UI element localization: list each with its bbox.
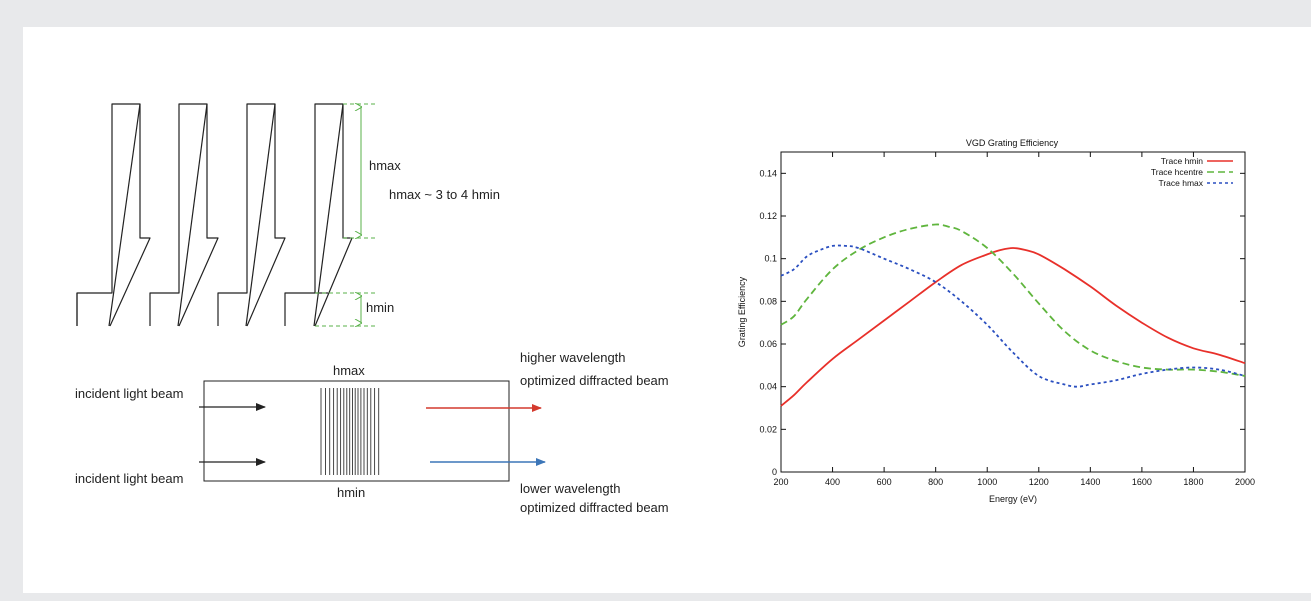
series-lines [780, 223, 1246, 407]
legend-label: Trace hcentre [1151, 167, 1203, 177]
grating-tooth-2 [149, 103, 219, 327]
x-tick-label: 200 [773, 477, 788, 487]
x-axis-label: Energy (eV) [989, 494, 1037, 504]
beam-diffraction-diagram: hmax hmin incident light beam incident l… [75, 350, 669, 515]
x-tick-label: 400 [825, 477, 840, 487]
figure-canvas: hmax hmax ~ 3 to 4 hmin hmin hmax hmin i… [75, 27, 1255, 515]
ratio-label: hmax ~ 3 to 4 hmin [389, 187, 500, 202]
x-tick-label: 1800 [1183, 477, 1203, 487]
dimension-markers [315, 104, 375, 326]
legend-label: Trace hmin [1161, 156, 1203, 166]
grating-tooth-1 [76, 103, 151, 327]
y-tick-label: 0.12 [759, 211, 777, 221]
hmin-dimension-label: hmin [366, 300, 394, 315]
y-axis-ticks: 0 0.02 0.04 0.06 0.08 0.1 0.12 0.14 [759, 168, 1245, 477]
x-tick-label: 1200 [1029, 477, 1049, 487]
higher-wavelength-label-line2: optimized diffracted beam [520, 373, 669, 388]
series-line-trace-hmax [780, 244, 1246, 388]
efficiency-chart: VGD Grating Efficiency 0 0.02 0.04 0.06 0.08… [737, 138, 1255, 504]
y-tick-label: 0.06 [759, 339, 777, 349]
legend-label: Trace hmax [1158, 178, 1203, 188]
chart-title: VGD Grating Efficiency [966, 138, 1059, 148]
lower-wavelength-label-line1: lower wavelength [520, 481, 620, 496]
x-tick-label: 800 [928, 477, 943, 487]
x-tick-label: 1400 [1080, 477, 1100, 487]
grating-teeth [76, 103, 353, 327]
y-tick-label: 0.02 [759, 424, 777, 434]
grating-box [203, 380, 510, 482]
x-tick-label: 600 [877, 477, 892, 487]
y-tick-label: 0.14 [759, 168, 777, 178]
hmax-box-label: hmax [333, 363, 365, 378]
lower-wavelength-label-line2: optimized diffracted beam [520, 500, 669, 515]
hmax-dimension-label: hmax [369, 158, 401, 173]
series-line-trace-hmin [780, 247, 1246, 407]
series-line-trace-hcentre [780, 223, 1246, 377]
grating-profile-diagram: hmax hmax ~ 3 to 4 hmin hmin [76, 103, 500, 327]
incident-beam-label-bottom: incident light beam [75, 471, 183, 486]
higher-wavelength-label-line1: higher wavelength [520, 350, 626, 365]
x-axis-ticks: 200 400 600 800 1000 1200 1400 1600 1800 2000 [773, 152, 1255, 487]
variable-line-spacing-grating [320, 388, 380, 475]
y-tick-label: 0 [772, 467, 777, 477]
y-axis-label: Grating Efficiency [737, 276, 747, 347]
incident-beam-label-top: incident light beam [75, 386, 183, 401]
x-tick-label: 2000 [1235, 477, 1255, 487]
hmin-box-label: hmin [337, 485, 365, 500]
y-tick-label: 0.1 [764, 254, 777, 264]
x-tick-label: 1000 [977, 477, 997, 487]
y-tick-label: 0.04 [759, 382, 777, 392]
y-tick-label: 0.08 [759, 296, 777, 306]
grating-tooth-3 [217, 103, 286, 327]
figure-card: hmax hmax ~ 3 to 4 hmin hmin hmax hmin i… [23, 27, 1311, 593]
x-tick-label: 1600 [1132, 477, 1152, 487]
plot-frame [780, 151, 1246, 473]
grating-base-ledge [76, 292, 328, 326]
